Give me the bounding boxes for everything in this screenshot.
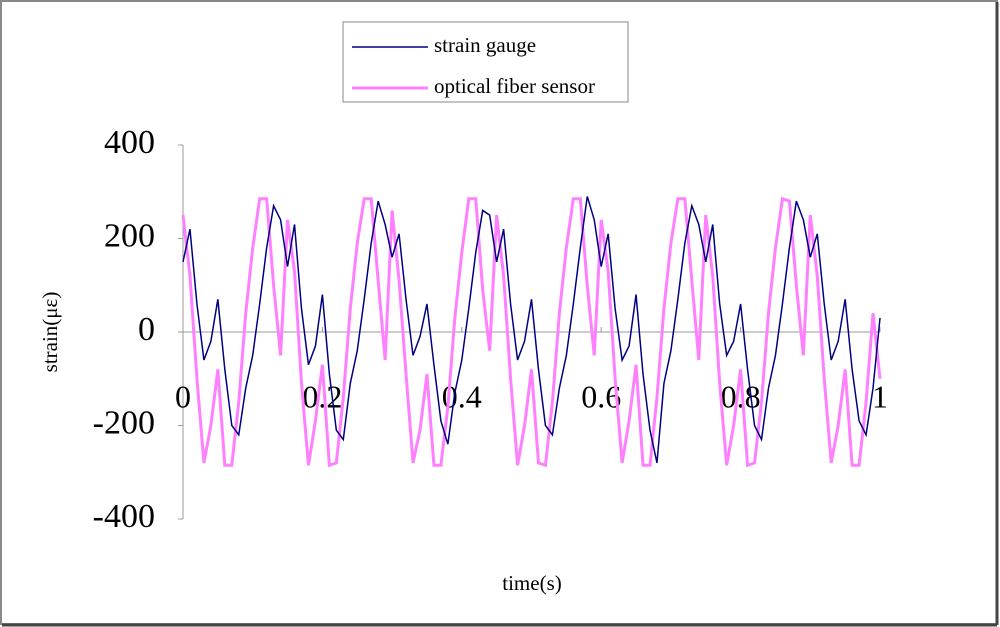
series-line (181, 196, 882, 468)
y-tick-label: 400 (104, 124, 155, 161)
x-axis-title: time(s) (502, 571, 561, 595)
y-axis-title: strain(με) (38, 292, 62, 373)
x-tick-label: 1 (872, 378, 888, 414)
legend: strain gauge optical fiber sensor (342, 21, 629, 103)
y-tick-label: -200 (93, 404, 155, 441)
y-tick-label: -400 (93, 498, 155, 535)
x-tick-label: 0 (175, 378, 191, 414)
legend-label: optical fiber sensor (434, 74, 595, 98)
series-line (182, 196, 881, 464)
legend-label: strain gauge (434, 33, 536, 57)
y-tick-label: 0 (138, 311, 155, 348)
y-tick-label: 200 (104, 217, 155, 254)
